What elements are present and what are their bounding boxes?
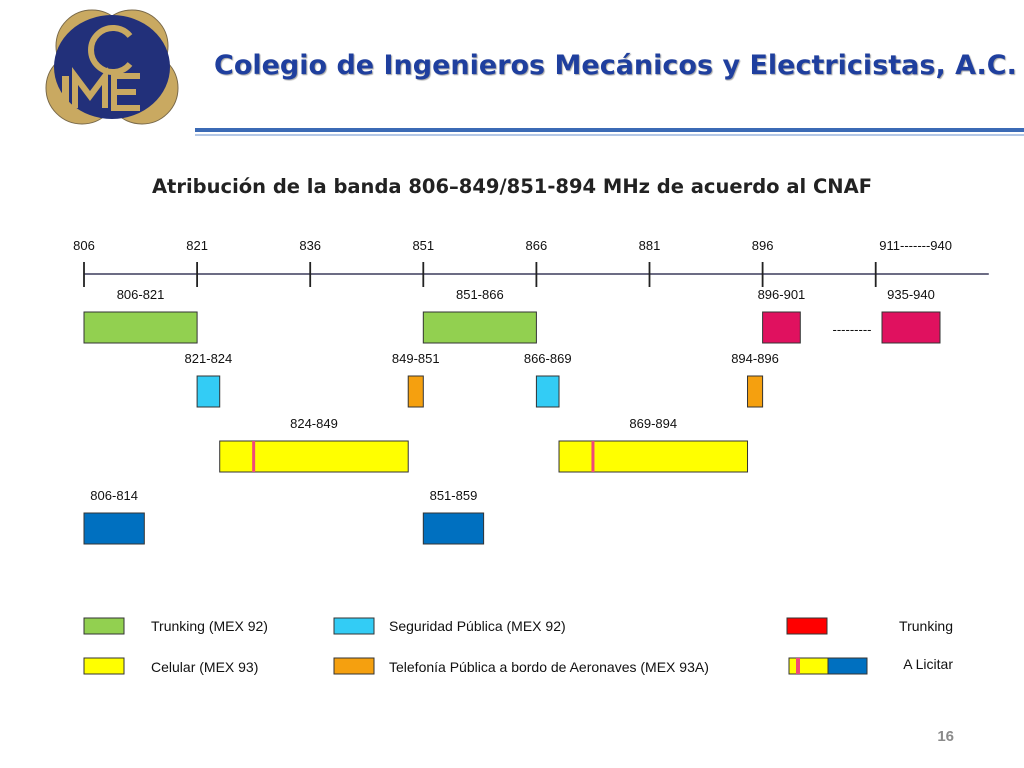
- band-block-label: 821-824: [185, 351, 233, 366]
- gap-label: ---------: [833, 322, 872, 337]
- logo-emblem: [45, 9, 179, 125]
- band-block: [747, 375, 764, 408]
- legend-swatch-trunking-mex92: [83, 617, 125, 635]
- legend: Trunking (MEX 92) Seguridad Pública (MEX…: [83, 617, 953, 675]
- band-block-label: 851-866: [456, 287, 504, 302]
- band-block-label: 851-859: [430, 488, 478, 503]
- page-number: 16: [937, 728, 954, 745]
- legend-swatch-seguridad-publica: [333, 617, 375, 635]
- legend-label-a-licitar: A Licitar: [903, 656, 953, 672]
- band-block-label: 869-894: [629, 416, 677, 431]
- band-block: [422, 512, 485, 545]
- frequency-axis: 806 821 836 851 866 881 896 911-------940: [73, 238, 989, 287]
- axis-tick-label: 881: [639, 238, 661, 253]
- band-block: [219, 440, 409, 473]
- band-block: [558, 440, 749, 473]
- header-divider-light: [195, 134, 1024, 136]
- legend-label-telefonia-aeronaves: Telefonía Pública a bordo de Aeronaves (…: [389, 659, 709, 675]
- band-block-label: 866-869: [524, 351, 572, 366]
- organization-title: Colegio de Ingenieros Mecánicos y Electr…: [214, 50, 1017, 81]
- band-block: [83, 512, 145, 545]
- legend-swatch-celular: [83, 657, 125, 675]
- cime-logo: [45, 9, 179, 125]
- band-block-label: 806-814: [90, 488, 138, 503]
- band-block-label: 824-849: [290, 416, 338, 431]
- legend-label-trunking-mex92: Trunking (MEX 92): [151, 618, 268, 634]
- legend-swatch-telefonia-aeronaves: [333, 657, 375, 675]
- axis-tick-label: 851: [412, 238, 434, 253]
- axis-tick-label: 836: [299, 238, 321, 253]
- band-block-label: 935-940: [887, 287, 935, 302]
- band-block: [535, 375, 560, 408]
- band-block: [196, 375, 221, 408]
- legend-swatch-trunking: [786, 617, 828, 635]
- slide-title: Atribución de la banda 806–849/851-894 M…: [151, 175, 873, 198]
- band-block: [83, 311, 198, 344]
- legend-swatch-a-licitar-marker: [796, 658, 800, 674]
- axis-tick-label: 896: [752, 238, 774, 253]
- celular-marker: [252, 441, 256, 472]
- band-block: [422, 311, 537, 344]
- band-block-label: 806-821: [117, 287, 165, 302]
- header-divider: [195, 128, 1024, 132]
- band-block-label: 896-901: [758, 287, 806, 302]
- axis-tick-label: 821: [186, 238, 208, 253]
- legend-label-seguridad-publica: Seguridad Pública (MEX 92): [389, 618, 566, 634]
- band-block-label: 849-851: [392, 351, 440, 366]
- axis-tick-label: 911-------940: [879, 238, 952, 253]
- legend-label-celular: Celular (MEX 93): [151, 659, 258, 675]
- band-block: [762, 311, 801, 344]
- legend-swatch-a-licitar: [788, 657, 868, 675]
- band-block: [407, 375, 424, 408]
- axis-tick-label: 866: [526, 238, 548, 253]
- axis-tick-label: 806: [73, 238, 95, 253]
- legend-label-trunking: Trunking: [899, 618, 953, 634]
- band-blocks: 806-821 851-866 896-901 935-940 821-824 849-8…: [83, 287, 941, 545]
- band-block: [881, 311, 941, 344]
- band-block-label: 894-896: [731, 351, 779, 366]
- celular-marker: [591, 441, 595, 472]
- legend-swatch-a-licitar-celular: [788, 657, 829, 675]
- legend-swatch-a-licitar-blue: [827, 657, 868, 675]
